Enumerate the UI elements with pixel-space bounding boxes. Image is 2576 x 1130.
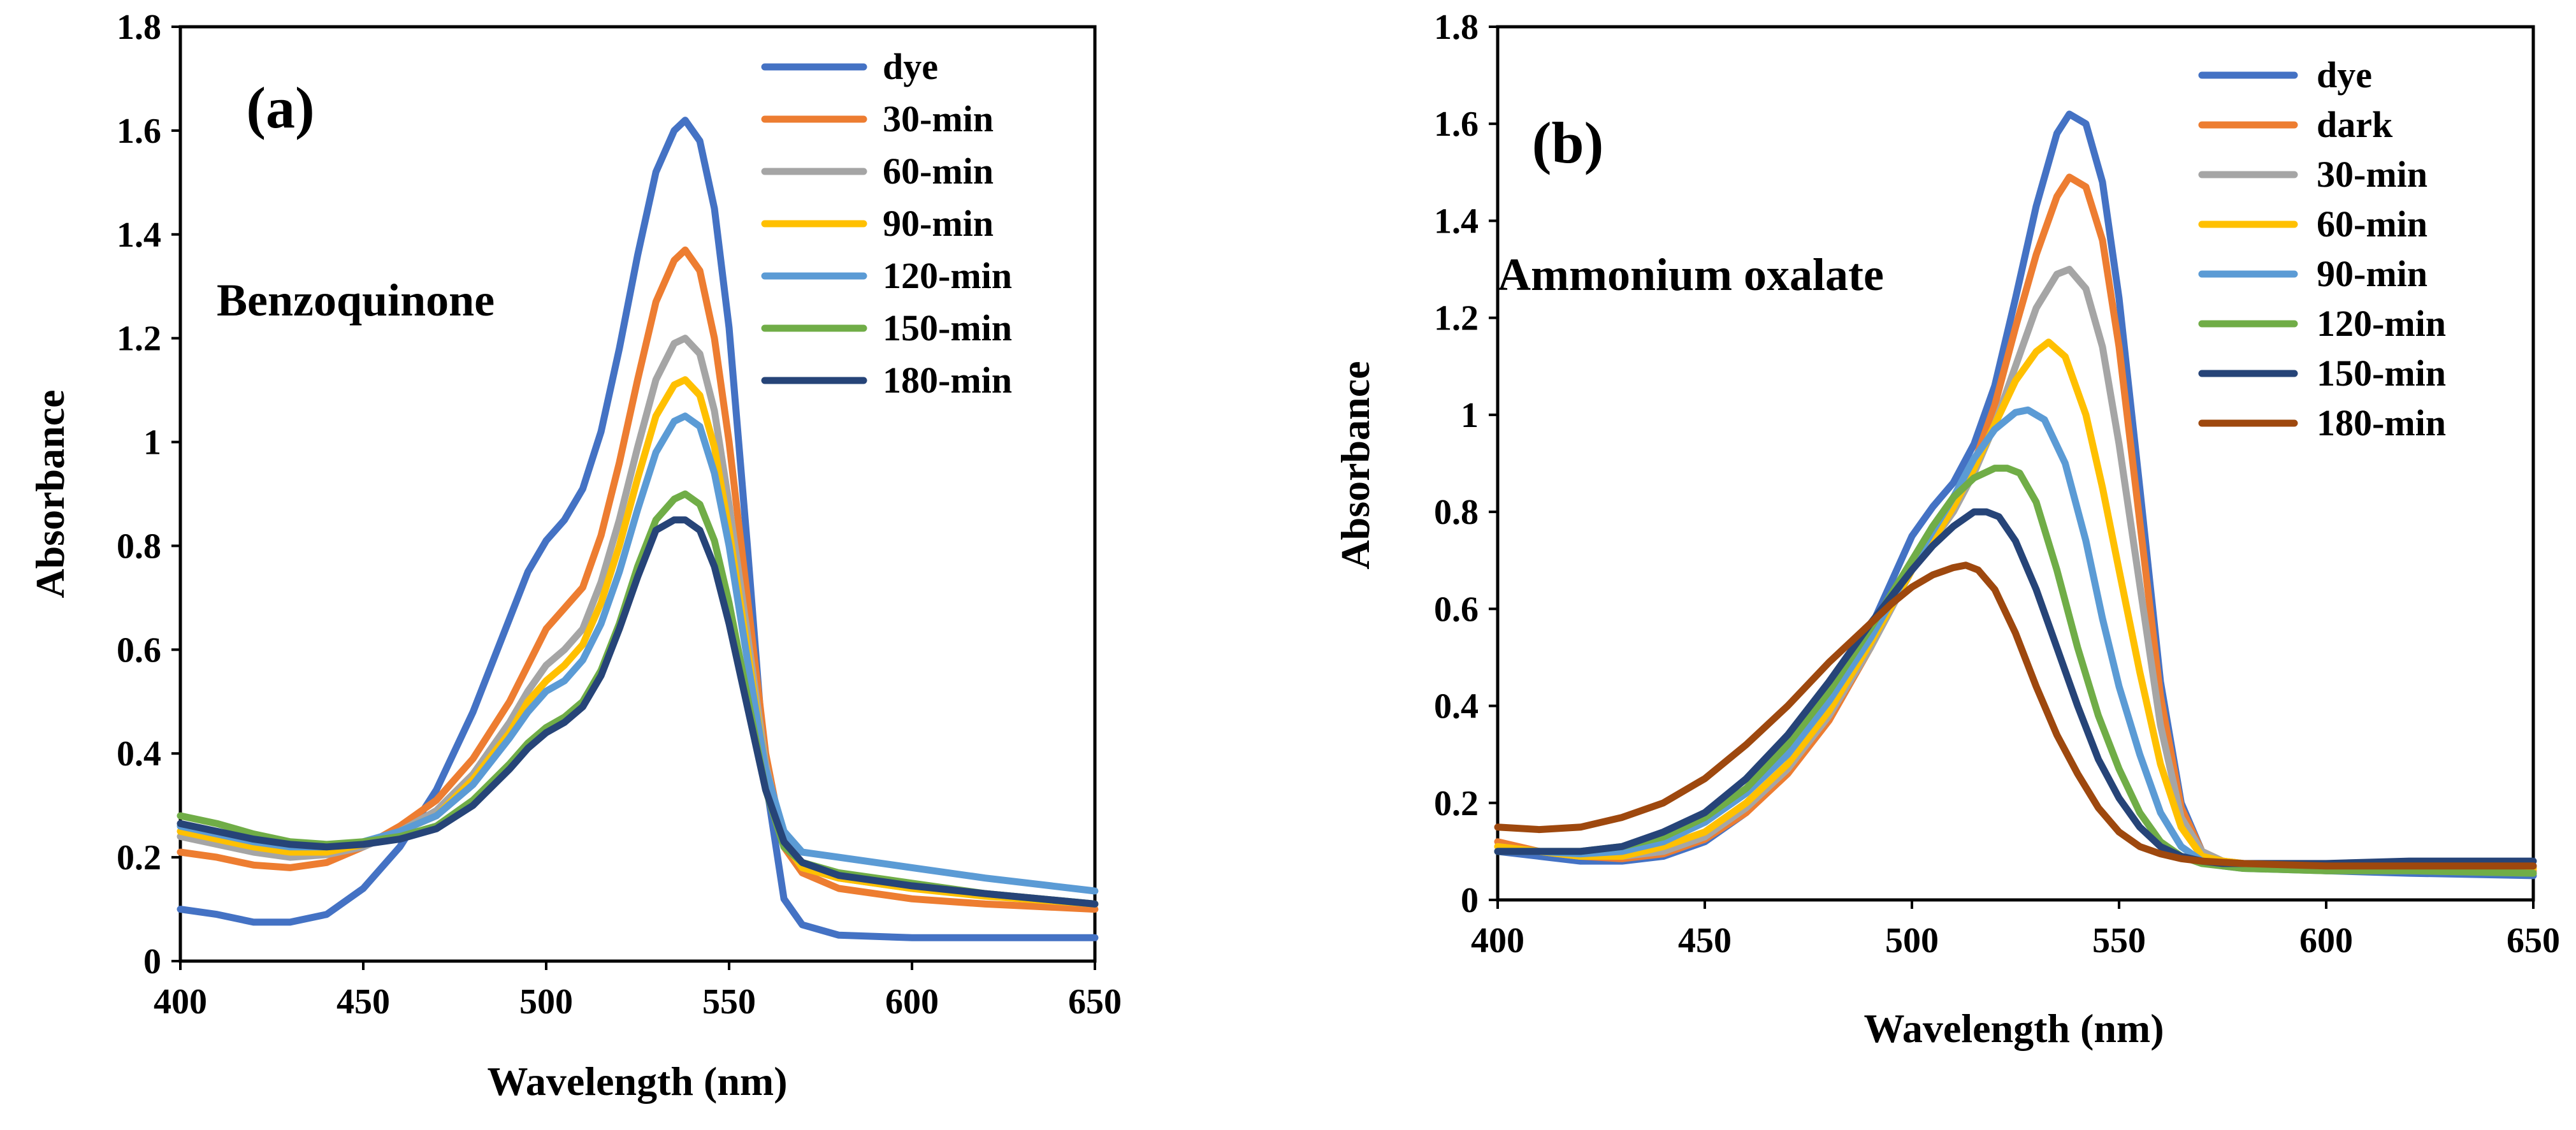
y-tick-label: 0.6 [1434, 590, 1479, 629]
x-axis-title: Wavelength (nm) [487, 1059, 787, 1104]
legend-entry-dye: dye [2317, 54, 2372, 96]
x-tick-label: 600 [2299, 921, 2353, 960]
y-tick-label: 1.6 [117, 112, 161, 151]
series-line-180-min [177, 516, 1099, 908]
plot-frame [1496, 25, 2535, 902]
legend-entry-150-min: 150-min [2317, 352, 2446, 394]
y-tick-label: 1.4 [117, 215, 161, 255]
y-axis-title: Absorbance [1333, 361, 1378, 569]
y-tick-label: 0.8 [117, 526, 161, 566]
scavenger-annotation: Ammonium oxalate [1498, 249, 1884, 300]
y-axis-title: Absorbance [27, 389, 73, 598]
legend-entry-150-min: 150-min [883, 307, 1012, 349]
legend-entry-30-min: 30-min [883, 98, 994, 140]
y-tick-label: 1.6 [1434, 105, 1479, 144]
legend-entry-90-min: 90-min [2317, 253, 2428, 294]
legend-entry-60-min: 60-min [883, 150, 994, 192]
series-line-180-min [1494, 561, 2537, 870]
legend-entry-180-min: 180-min [2317, 402, 2446, 444]
y-tick-label: 0.6 [117, 630, 161, 670]
legend-entry-90-min: 90-min [883, 203, 994, 244]
y-tick-label: 0.2 [1434, 784, 1479, 823]
series-line-150-min [177, 490, 1099, 908]
legend-entry-30-min: 30-min [2317, 154, 2428, 195]
y-tick-label: 1.8 [117, 8, 161, 47]
series-line-60-min [1494, 338, 2537, 872]
y-tick-label: 0.4 [1434, 687, 1479, 727]
legend-entry-dye: dye [883, 46, 938, 87]
x-tick-label: 400 [154, 982, 207, 1022]
x-tick-label: 500 [519, 982, 573, 1022]
y-tick-label: 1.8 [1434, 8, 1479, 47]
series-line-dye [177, 117, 1099, 941]
series-line-150-min [1494, 508, 2537, 867]
series-line-60-min [177, 335, 1099, 908]
chart-panel-b: 0 0.2 0.4 0.6 0.8 1 1.2 1.4 1.6 1.8 400 450 500 550 60… [1333, 8, 2560, 1051]
x-tick-label: 450 [336, 982, 390, 1022]
y-tick-label: 0.2 [117, 838, 161, 878]
y-tick-label: 1 [143, 423, 161, 463]
x-tick-label: 550 [2092, 921, 2146, 960]
chart-panel-a: 0 0.2 0.4 0.6 0.8 1 1.2 1.4 1.6 1.8 400 450 500 550 60… [27, 8, 1122, 1104]
series-line-120-min [1494, 465, 2537, 877]
legend-entry-180-min: 180-min [883, 359, 1012, 401]
x-tick-label: 400 [1471, 921, 1524, 960]
legend-entry-120-min: 120-min [2317, 303, 2446, 344]
scavenger-annotation: Benzoquinone [217, 275, 495, 326]
panel-label: (a) [246, 75, 314, 140]
panel-label: (b) [1532, 110, 1603, 175]
legend-entry-60-min: 60-min [2317, 203, 2428, 245]
x-tick-label: 500 [1885, 921, 1939, 960]
y-tick-label: 1 [1461, 396, 1479, 435]
x-axis-title: Wavelength (nm) [1863, 1006, 2164, 1051]
x-tick-label: 650 [1068, 982, 1122, 1022]
legend-entry-120-min: 120-min [883, 255, 1012, 296]
x-tick-label: 650 [2507, 921, 2560, 960]
y-tick-label: 1.2 [117, 319, 161, 359]
plot-frame [178, 25, 1097, 963]
y-tick-label: 1.2 [1434, 299, 1479, 338]
y-tick-label: 0 [1461, 881, 1479, 920]
x-tick-label: 550 [702, 982, 756, 1022]
legend-entry-dark: dark [2317, 104, 2393, 145]
x-tick-label: 450 [1678, 921, 1732, 960]
y-tick-label: 1.4 [1434, 201, 1479, 241]
y-tick-label: 0.8 [1434, 493, 1479, 532]
y-tick-label: 0 [143, 942, 161, 982]
y-tick-label: 0.4 [117, 734, 161, 774]
x-tick-label: 600 [885, 982, 939, 1022]
